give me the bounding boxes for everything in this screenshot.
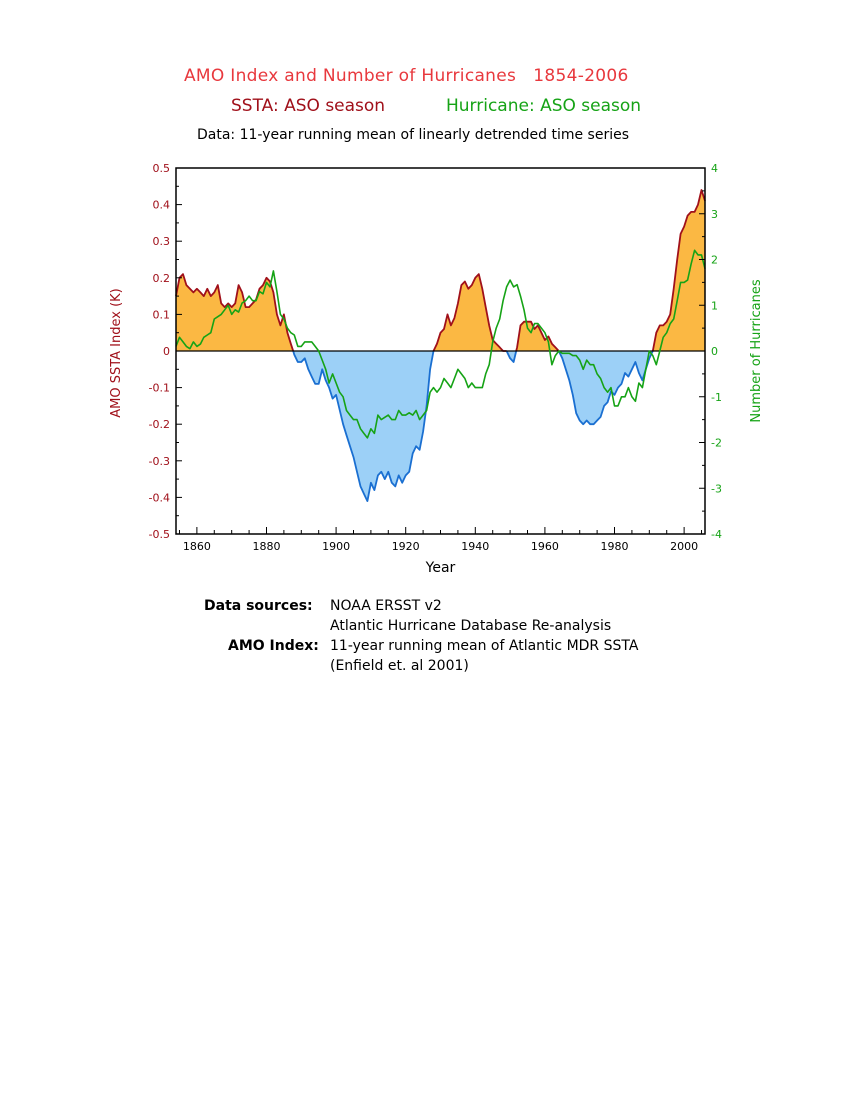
x-tick-label: 1920	[392, 540, 420, 553]
ssta-negative-line	[557, 350, 654, 426]
left-tick-label: -0.2	[149, 418, 170, 431]
amo-index-citation: (Enfield et. al 2001)	[330, 658, 469, 674]
subtitle-hurricane: Hurricane: ASO season	[446, 96, 642, 116]
right-tick-label: -1	[711, 391, 722, 404]
ssta-positive-area	[652, 190, 705, 351]
left-tick-label: -0.4	[149, 491, 170, 504]
chart-note: Data: 11-year running mean of linearly d…	[197, 127, 629, 143]
x-tick-label: 1860	[183, 540, 211, 553]
amo-hurricane-chart: 0.5 0.4 0.3 0.2 0.1 0 -0.1 -0.2 -0.3 -0.4 -0.5 4 3 2 1…	[109, 162, 764, 576]
left-tick-label: 0.2	[153, 272, 171, 285]
left-tick-label: 0.4	[153, 199, 171, 212]
subtitle-ssta: SSTA: ASO season	[231, 96, 386, 116]
right-tick-label: 3	[711, 208, 718, 221]
amo-index-label: AMO Index:	[228, 638, 319, 654]
amo-index-description: 11-year running mean of Atlantic MDR SST…	[330, 638, 639, 654]
left-tick-label: -0.5	[149, 528, 170, 541]
ssta-negative-line	[505, 350, 518, 363]
ssta-positive-area	[433, 274, 507, 351]
ssta-positive-line	[651, 189, 706, 352]
x-tick-label: 1880	[252, 540, 280, 553]
x-tick-label: 1940	[461, 540, 489, 553]
left-tick-label: -0.1	[149, 382, 170, 395]
x-axis-label: Year	[425, 560, 456, 576]
right-tick-label: -2	[711, 437, 722, 450]
right-tick-label: -3	[711, 482, 722, 495]
right-tick-label: 4	[711, 162, 718, 175]
chart-title-text: AMO Index and Number of Hurricanes	[184, 66, 517, 86]
left-tick-label: -0.3	[149, 455, 170, 468]
right-axis-label: Number of Hurricanes	[749, 279, 764, 422]
chart-title: AMO Index and Number of Hurricanes 1854-…	[184, 66, 629, 86]
ssta-positive-line	[175, 273, 295, 352]
left-axis-label: AMO SSTA Index (K)	[109, 288, 124, 418]
chart-title-years: 1854-2006	[533, 66, 629, 86]
data-sources-label: Data sources:	[204, 598, 313, 614]
data-source-hurdat: Atlantic Hurricane Database Re-analysis	[330, 618, 612, 634]
x-tick-label: 1900	[322, 540, 350, 553]
right-tick-label: 2	[711, 254, 718, 267]
right-tick-label: 1	[711, 299, 718, 312]
x-tick-label: 2000	[670, 540, 698, 553]
left-tick-label: 0.3	[153, 235, 171, 248]
x-tick-label: 1980	[601, 540, 629, 553]
left-tick-label: 0.1	[153, 308, 171, 321]
ssta-positive-line	[432, 273, 507, 352]
left-tick-label: 0.5	[153, 162, 171, 175]
left-tick-label: 0	[163, 345, 170, 358]
ssta-positive-line	[515, 320, 560, 352]
right-tick-label: -4	[711, 528, 722, 541]
ssta-negative-area	[558, 351, 653, 425]
x-tick-label: 1960	[531, 540, 559, 553]
data-source-ersst: NOAA ERSST v2	[330, 598, 442, 614]
hurricane-line	[175, 249, 706, 439]
ssta-negative-area	[293, 351, 434, 502]
ssta-negative-line	[292, 350, 435, 502]
right-tick-label: 0	[711, 345, 718, 358]
